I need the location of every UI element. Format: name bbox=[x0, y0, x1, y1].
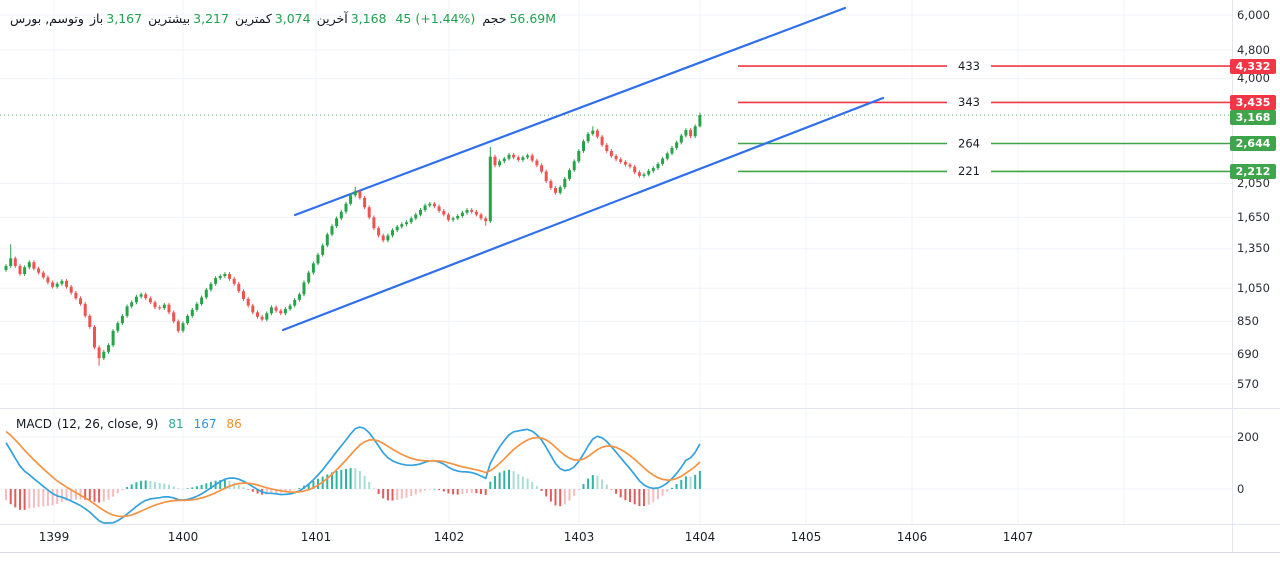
change-value: 45 (+1.44%) bbox=[395, 11, 476, 26]
macd-tick-label: 0 bbox=[1237, 481, 1245, 496]
price-tick-label: 1,050 bbox=[1237, 280, 1270, 295]
level-line-label: 221 bbox=[958, 164, 980, 178]
last-label: آخرین bbox=[316, 11, 348, 26]
level-line-label: 264 bbox=[958, 136, 980, 150]
price-tick-label: 1,350 bbox=[1237, 241, 1270, 256]
price-tick-label: 6,000 bbox=[1237, 7, 1270, 22]
volume-value: 56.69M bbox=[509, 11, 557, 26]
price-axis-divider bbox=[1232, 0, 1233, 552]
resistance-price-badge: 3,435 bbox=[1230, 94, 1276, 110]
year-tick-label: 1403 bbox=[563, 530, 595, 544]
time-axis-divider bbox=[0, 524, 1280, 525]
year-tick-label: 1404 bbox=[684, 530, 716, 544]
price-tick-label: 570 bbox=[1237, 376, 1259, 391]
price-tick-label: 4,800 bbox=[1237, 42, 1270, 57]
support-price-badge: 2,644 bbox=[1230, 136, 1276, 151]
resistance-price-badge: 4,332 bbox=[1230, 58, 1276, 74]
trend-channel-upper-line[interactable] bbox=[293, 6, 847, 217]
resistance-line-3435[interactable]: 343 bbox=[738, 95, 1232, 109]
macd-title: MACD bbox=[16, 417, 52, 431]
year-tick-label: 1400 bbox=[167, 530, 199, 544]
support-price-badge: 2,212 bbox=[1230, 163, 1276, 179]
macd-line bbox=[5, 426, 701, 524]
macd-params: (12, 26, close, 9) bbox=[56, 417, 159, 431]
price-tick-label: 2,050 bbox=[1237, 175, 1270, 190]
trend-channel-lower-line[interactable] bbox=[281, 96, 885, 332]
time-axis[interactable]: 1399 1400 1401 1402 1403 1404 1405 1406 1407 bbox=[0, 524, 1232, 552]
last-price-badge: 3,168 bbox=[1230, 109, 1276, 125]
macd-legend: MACD (12, 26, close, 9) 81 167 86 bbox=[16, 417, 242, 431]
level-line-label: 343 bbox=[958, 95, 980, 109]
year-tick-label: 1402 bbox=[433, 530, 465, 544]
macd-tick-label: 200 bbox=[1237, 429, 1259, 444]
open-label: باز bbox=[89, 11, 104, 26]
bottom-border bbox=[0, 552, 1280, 553]
year-tick-label: 1401 bbox=[300, 530, 332, 544]
last-value: 3,168 bbox=[350, 11, 387, 26]
year-tick-label: 1405 bbox=[790, 530, 822, 544]
macd-histogram-value: 81 bbox=[168, 417, 184, 431]
low-value: 3,074 bbox=[274, 11, 311, 26]
year-tick-label: 1399 bbox=[38, 530, 70, 544]
macd-signal-value: 86 bbox=[226, 417, 242, 431]
candlestick-series bbox=[4, 112, 702, 366]
macd-histogram bbox=[5, 468, 701, 510]
price-tick-label: 4,000 bbox=[1237, 71, 1270, 86]
price-axis[interactable]: 6,000 4,800 4,000 2,050 1,650 1,350 1,050 850 69… bbox=[1230, 0, 1280, 552]
price-tick-label: 1,650 bbox=[1237, 209, 1270, 224]
macd-signal-line bbox=[5, 430, 701, 518]
pane-divider[interactable] bbox=[0, 408, 1280, 409]
symbol-name: وتوسم, بورس bbox=[10, 11, 84, 26]
price-tick-label: 690 bbox=[1237, 346, 1259, 361]
grid bbox=[0, 0, 1232, 524]
support-line-2212[interactable]: 221 bbox=[738, 164, 1232, 178]
high-value: 3,217 bbox=[193, 11, 229, 26]
level-line-label: 433 bbox=[958, 59, 980, 73]
volume-label: حجم bbox=[482, 11, 507, 26]
resistance-line-4332[interactable]: 433 bbox=[738, 59, 1232, 73]
low-label: کمترین bbox=[234, 11, 272, 26]
year-tick-label: 1406 bbox=[896, 530, 928, 544]
open-value: 3,167 bbox=[106, 11, 143, 26]
symbol-legend: وتوسم, بورس باز 3,167 بیشترین 3,217 کمتر… bbox=[10, 11, 556, 26]
support-line-2644[interactable]: 264 bbox=[738, 136, 1232, 150]
high-label: بیشترین bbox=[148, 11, 191, 26]
price-tick-label: 850 bbox=[1237, 313, 1259, 328]
macd-line-value: 167 bbox=[193, 417, 217, 431]
year-tick-label: 1407 bbox=[1002, 530, 1034, 544]
